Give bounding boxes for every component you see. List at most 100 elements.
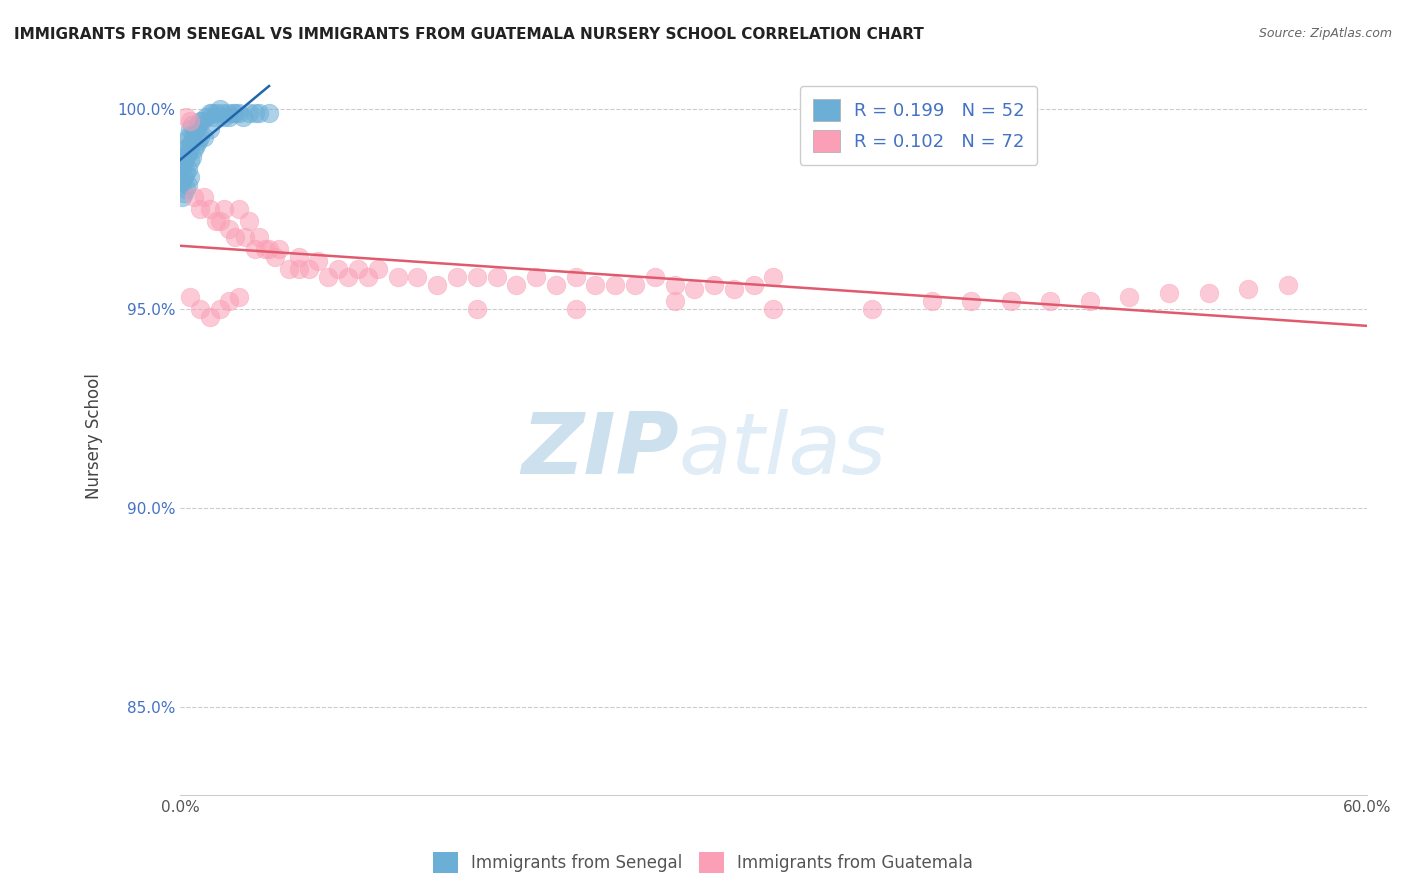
Point [193,190,215,204]
Point [644,269,666,284]
Point [233,230,256,244]
Point [179,114,201,128]
Y-axis label: Nursery School: Nursery School [86,373,103,499]
Point [211,106,233,120]
Point [723,282,745,296]
Point [287,261,309,276]
Point [1039,293,1062,308]
Point [198,122,221,136]
Point [174,166,197,180]
Point [174,110,197,124]
Point [1277,277,1299,292]
Point [187,134,209,148]
Point [177,146,200,161]
Point [254,242,277,256]
Point [173,154,195,169]
Point [224,230,246,244]
Point [544,277,567,292]
Point [198,106,221,120]
Point [406,269,429,284]
Point [1237,282,1260,296]
Point [347,261,370,276]
Point [170,162,193,177]
Point [1078,293,1101,308]
Point [257,106,280,120]
Text: Source: ZipAtlas.com: Source: ZipAtlas.com [1258,27,1392,40]
Point [485,269,508,284]
Point [308,253,330,268]
Point [921,293,943,308]
Point [762,301,785,316]
Point [201,106,224,120]
Point [297,261,319,276]
Point [212,110,235,124]
Point [177,162,200,177]
Point [187,118,209,132]
Point [1118,290,1140,304]
Point [180,118,202,132]
Point [524,269,547,284]
Point [173,169,195,184]
Point [238,214,260,228]
Point [664,277,686,292]
Point [179,169,201,184]
Point [173,142,195,156]
Text: IMMIGRANTS FROM SENEGAL VS IMMIGRANTS FROM GUATEMALA NURSERY SCHOOL CORRELATION : IMMIGRANTS FROM SENEGAL VS IMMIGRANTS FR… [14,27,924,42]
Point [287,250,309,264]
Point [191,114,214,128]
Point [860,301,883,316]
Point [742,277,765,292]
Point [179,290,201,304]
Point [357,269,380,284]
Point [218,110,240,124]
Point [703,277,725,292]
Point [564,301,586,316]
Point [624,277,647,292]
Point [179,154,201,169]
Point [232,110,254,124]
Point [170,150,193,164]
Point [224,106,246,120]
Point [337,269,360,284]
Point [174,134,197,148]
Point [583,277,606,292]
Point [179,122,201,136]
Point [367,261,389,276]
Point [1198,285,1220,300]
Point [204,106,226,120]
Point [465,301,488,316]
Point [605,277,627,292]
Point [183,190,205,204]
Point [174,182,197,196]
Point [683,282,706,296]
Point [1000,293,1022,308]
Point [194,110,217,124]
Point [208,301,231,316]
Point [177,178,200,192]
Point [208,214,231,228]
Point [1157,285,1180,300]
Point [228,290,250,304]
Point [267,242,290,256]
Point [204,214,226,228]
Point [277,261,299,276]
Text: atlas: atlas [679,409,886,491]
Point [183,142,205,156]
Point [564,269,586,284]
Point [212,202,235,216]
Point [170,190,193,204]
Point [173,186,195,200]
Point [247,106,270,120]
Point [238,106,260,120]
Point [328,261,350,276]
Point [188,301,211,316]
Point [188,130,211,145]
Point [505,277,527,292]
Point [188,202,211,216]
Point [426,277,449,292]
Legend: R = 0.199   N = 52, R = 0.102   N = 72: R = 0.199 N = 52, R = 0.102 N = 72 [800,87,1038,165]
Point [170,174,193,188]
Point [465,269,488,284]
Point [387,269,409,284]
Point [180,150,202,164]
